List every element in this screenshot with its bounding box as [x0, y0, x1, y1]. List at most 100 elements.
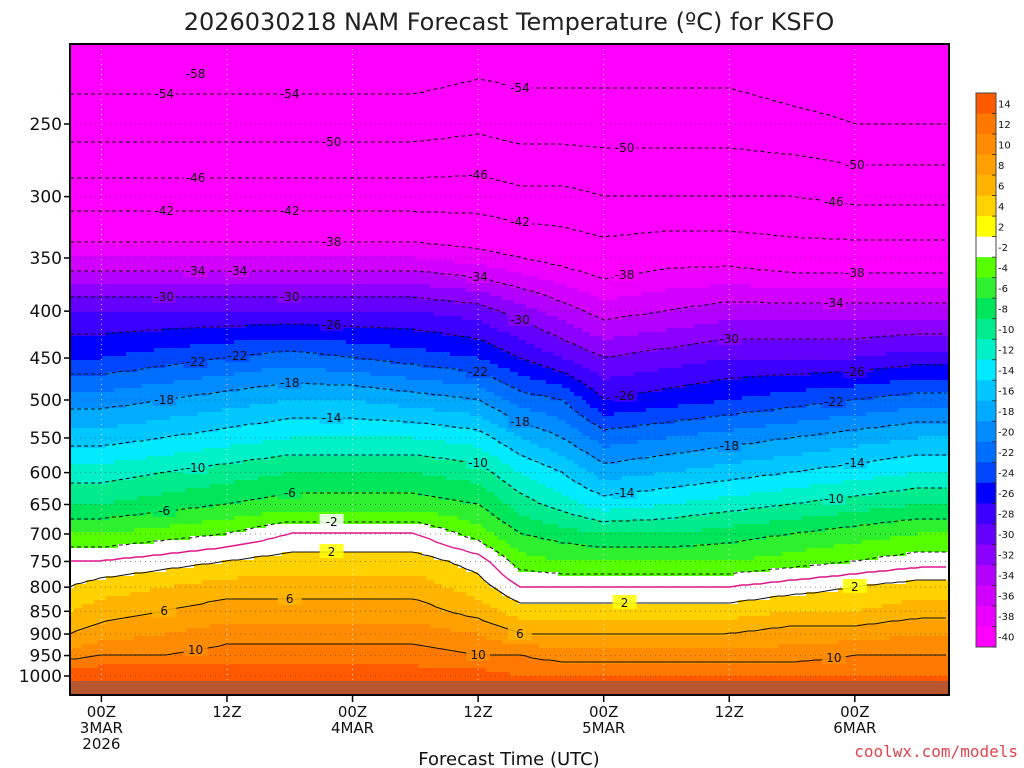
colorbar-swatch: [976, 216, 996, 237]
colorbar: 1412108642-2-4-6-8-10-12-14-16-18-20-22-…: [976, 93, 1014, 648]
colorbar-label: -12: [998, 345, 1014, 356]
contour-label: -38: [615, 268, 635, 282]
contour-label: 2: [328, 545, 336, 559]
colorbar-swatch: [976, 298, 996, 319]
colorbar-swatch: [976, 257, 996, 278]
contour-label: -46: [186, 171, 206, 185]
contour-label: -6: [284, 486, 296, 500]
plot-area: [70, 44, 951, 697]
colorbar-label: -32: [998, 551, 1014, 562]
x-tick-label: 12Z: [463, 703, 492, 721]
colorbar-label: -30: [998, 530, 1014, 541]
contour-label: -34: [824, 296, 844, 310]
contour-label: -10: [824, 492, 844, 506]
colorbar-swatch: [976, 278, 996, 299]
y-tick-label: 750: [30, 552, 62, 572]
colorbar-swatch: [976, 503, 996, 524]
contour-label: -46: [468, 168, 488, 182]
colorbar-swatch: [976, 380, 996, 401]
contour-label: -14: [322, 411, 342, 425]
contour-label: -38: [845, 266, 865, 280]
colorbar-label: 14: [998, 99, 1011, 110]
colorbar-label: 8: [998, 161, 1004, 172]
colorbar-label: 6: [998, 181, 1004, 192]
colorbar-label: -34: [998, 571, 1014, 582]
y-tick-label: 950: [30, 647, 62, 667]
colorbar-label: 4: [998, 202, 1004, 213]
contour-label: -26: [845, 365, 865, 379]
colorbar-label: -16: [998, 387, 1014, 398]
x-tick-label: 12Z: [715, 703, 744, 721]
colorbar-label: -2: [998, 243, 1008, 254]
colorbar-label: -8: [998, 304, 1008, 315]
contour-label: -30: [510, 313, 530, 327]
colorbar-label: -18: [998, 407, 1014, 418]
colorbar-label: -20: [998, 428, 1014, 439]
colorbar-label: -10: [998, 325, 1014, 336]
contour-label: -42: [280, 204, 300, 218]
colorbar-label: -4: [998, 263, 1008, 274]
contour-label: -42: [154, 204, 174, 218]
colorbar-label: -38: [998, 612, 1014, 623]
x-tick-label: 4MAR: [331, 719, 374, 737]
contour-label: -34: [228, 264, 248, 278]
contour-label: 6: [286, 592, 294, 606]
colorbar-label: -14: [998, 366, 1014, 377]
colorbar-swatch: [976, 339, 996, 360]
y-tick-label: 700: [30, 525, 62, 545]
contour-label: -22: [824, 395, 844, 409]
colorbar-swatch: [976, 442, 996, 463]
ground-strip: [70, 681, 949, 695]
contour-label: -18: [510, 415, 530, 429]
contour-label: -10: [468, 456, 488, 470]
contour-label: -38: [322, 235, 342, 249]
contour-label: 6: [516, 627, 524, 641]
x-tick-label: 12Z: [212, 703, 241, 721]
y-tick-label: 650: [30, 495, 62, 515]
y-tick-label: 500: [30, 391, 62, 411]
contour-label: -30: [280, 290, 300, 304]
x-tick-label: 6MAR: [833, 719, 876, 737]
contour-label: -14: [845, 456, 865, 470]
colorbar-label: -28: [998, 510, 1014, 521]
colorbar-swatch: [976, 134, 996, 155]
y-tick-label: 800: [30, 578, 62, 598]
contour-label: -34: [468, 270, 488, 284]
contour-label: -50: [845, 158, 865, 172]
colorbar-swatch: [976, 237, 996, 258]
contour-label: 10: [188, 643, 203, 657]
contour-label: -54: [510, 81, 530, 95]
colorbar-swatch: [976, 360, 996, 381]
contour-label: -18: [154, 393, 174, 407]
chart-title: 2026030218 NAM Forecast Temperature (ºC)…: [184, 8, 835, 36]
colorbar-swatch: [976, 114, 996, 135]
contour-label: -18: [719, 439, 739, 453]
y-tick-label: 450: [30, 349, 62, 369]
contour-label: -46: [824, 195, 844, 209]
colorbar-swatch: [976, 544, 996, 565]
colorbar-swatch: [976, 401, 996, 422]
colorbar-swatch: [976, 196, 996, 217]
contour-label: -14: [615, 486, 635, 500]
contour-label: -50: [322, 135, 342, 149]
y-tick-label: 900: [30, 625, 62, 645]
contour-label: -54: [280, 87, 300, 101]
contour-label: -26: [615, 389, 635, 403]
contour-label: -26: [322, 318, 342, 332]
y-tick-label: 350: [30, 249, 62, 269]
colorbar-label: -6: [998, 284, 1008, 295]
contour-label: 2: [621, 596, 629, 610]
colorbar-swatch: [976, 483, 996, 504]
colorbar-swatch: [976, 606, 996, 627]
colorbar-swatch: [976, 585, 996, 606]
contour-label: 6: [160, 604, 168, 618]
colorbar-swatch: [976, 319, 996, 340]
colorbar-label: 12: [998, 120, 1011, 131]
colorbar-swatch: [976, 462, 996, 483]
credit-label: coolwx.com/models: [854, 742, 1018, 761]
x-axis-label: Forecast Time (UTC): [418, 749, 599, 768]
colorbar-swatch: [976, 626, 996, 647]
colorbar-label: 2: [998, 222, 1004, 233]
x-tick-label: 2026: [82, 735, 120, 753]
